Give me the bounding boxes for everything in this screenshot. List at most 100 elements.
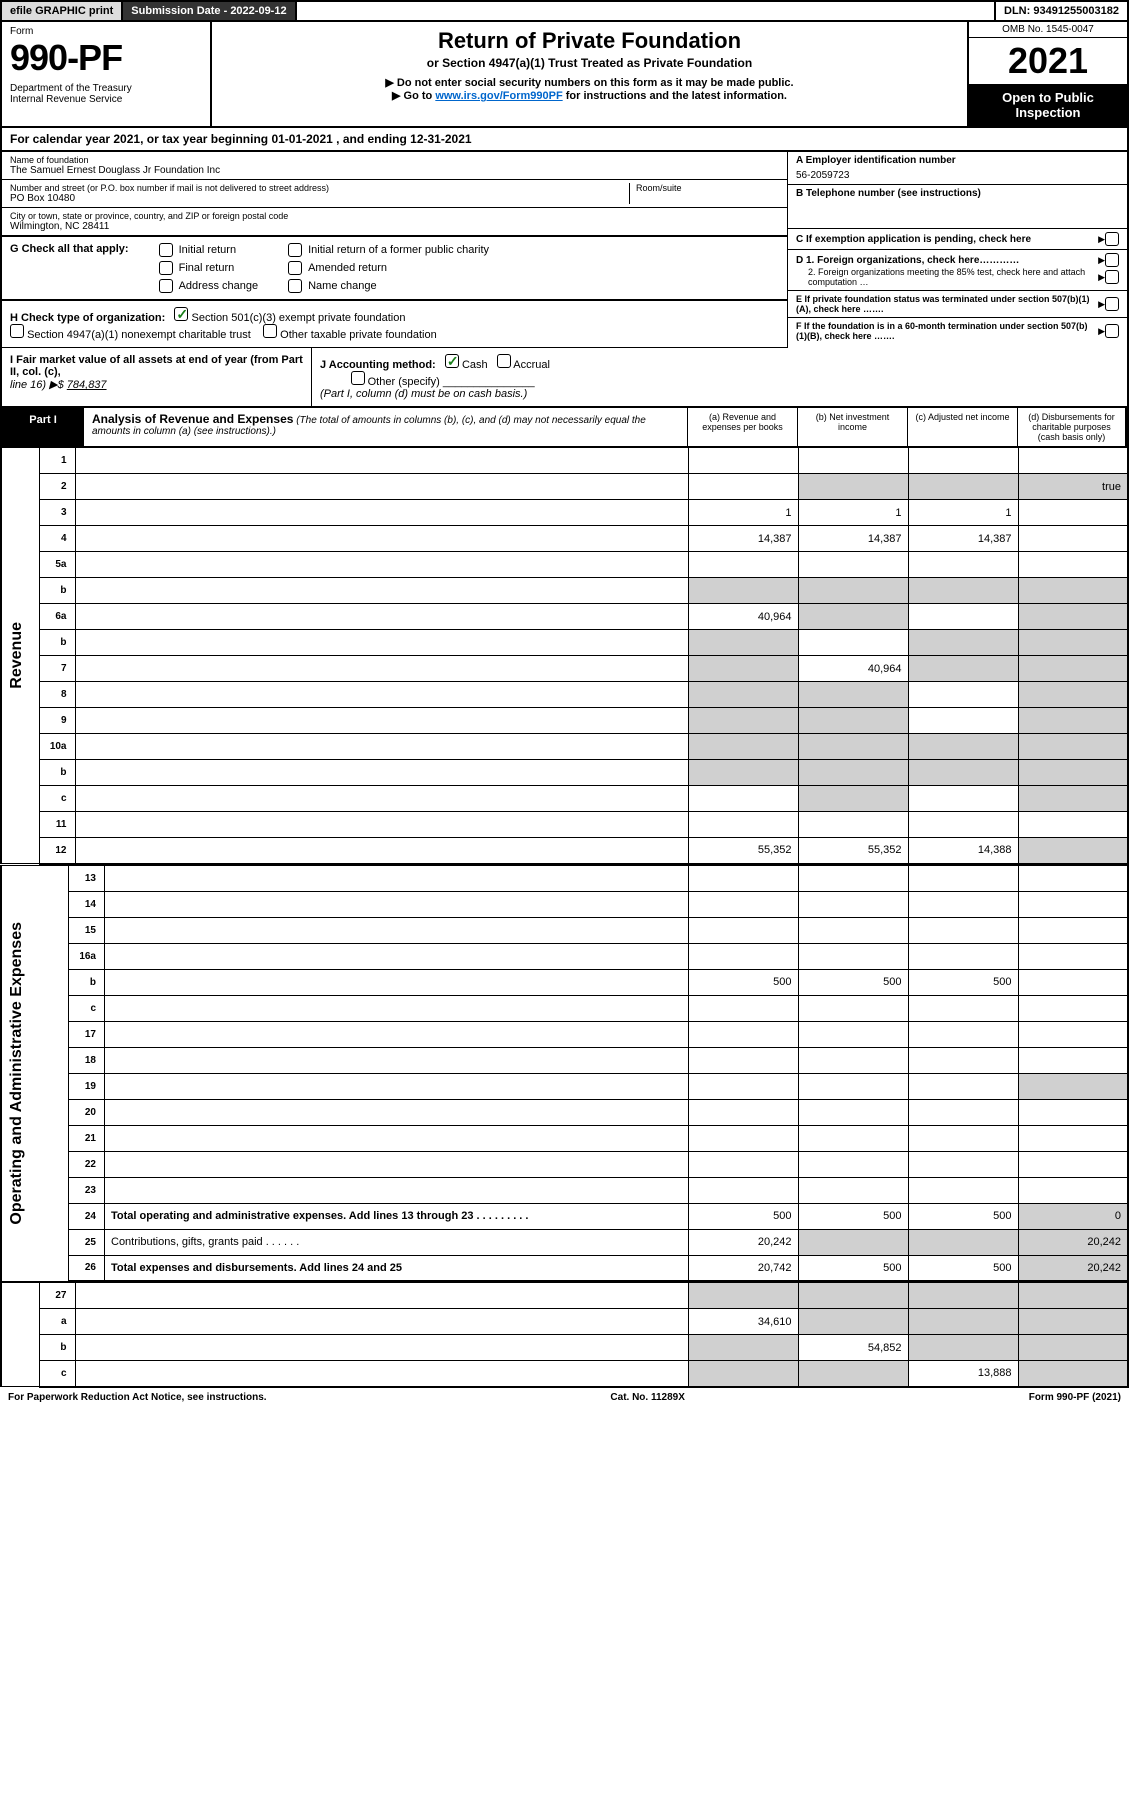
cell-col-d: true <box>1018 474 1128 500</box>
line-number: 2 <box>39 474 75 500</box>
omb-number: OMB No. 1545-0047 <box>969 22 1127 38</box>
line-number: 6a <box>39 604 75 630</box>
cell-col-b: 1 <box>798 500 908 526</box>
d2-label: 2. Foreign organizations meeting the 85%… <box>796 267 1098 287</box>
cell-col-d <box>1018 786 1128 812</box>
line-number: 14 <box>69 891 105 917</box>
cell-col-d <box>1018 917 1128 943</box>
cell-col-c <box>908 1335 1018 1361</box>
checkbox-e[interactable] <box>1105 297 1119 311</box>
cell-col-a <box>688 1361 798 1387</box>
checkbox-address[interactable] <box>159 279 173 293</box>
checkbox-other-taxable[interactable] <box>263 324 277 338</box>
checkbox-501c3[interactable] <box>174 307 188 321</box>
col-b-header: (b) Net investment income <box>797 408 907 446</box>
cell-col-a <box>688 682 798 708</box>
cell-col-c <box>908 760 1018 786</box>
checkbox-initial[interactable] <box>159 243 173 257</box>
j-note: (Part I, column (d) must be on cash basi… <box>320 388 527 400</box>
expenses-table: Operating and Administrative Expenses131… <box>0 865 1129 1283</box>
line-description <box>75 656 688 682</box>
checkbox-final[interactable] <box>159 261 173 275</box>
cell-col-a <box>688 943 798 969</box>
form-word: Form <box>10 26 202 37</box>
checkbox-cash[interactable] <box>445 354 459 368</box>
line-number: 16a <box>69 943 105 969</box>
checkbox-other-method[interactable] <box>351 371 365 385</box>
chk-501c3-label: Section 501(c)(3) exempt private foundat… <box>191 312 405 324</box>
irs-link[interactable]: www.irs.gov/Form990PF <box>435 90 562 102</box>
line-description <box>75 760 688 786</box>
checkbox-f[interactable] <box>1105 324 1119 338</box>
cell-col-d <box>1018 943 1128 969</box>
checkbox-4947[interactable] <box>10 324 24 338</box>
checkbox-initial-former[interactable] <box>288 243 302 257</box>
cell-col-c <box>908 1099 1018 1125</box>
checkbox-d1[interactable] <box>1105 253 1119 267</box>
cell-col-b <box>798 943 908 969</box>
phone-label: B Telephone number (see instructions) <box>796 188 1119 199</box>
cell-col-c: 14,387 <box>908 526 1018 552</box>
line-description <box>75 812 688 838</box>
chk-cash-label: Cash <box>462 359 488 371</box>
cell-col-a <box>688 1125 798 1151</box>
line-description <box>105 865 689 891</box>
cell-col-d <box>1018 500 1128 526</box>
checkbox-name-change[interactable] <box>288 279 302 293</box>
cell-col-c: 14,388 <box>908 838 1018 864</box>
cell-col-b <box>798 1047 908 1073</box>
chk-initial-former-label: Initial return of a former public charit… <box>308 244 489 256</box>
form-number: 990-PF <box>10 37 202 79</box>
checkbox-amended[interactable] <box>288 261 302 275</box>
chk-final-label: Final return <box>179 262 235 274</box>
cell-col-a <box>688 1099 798 1125</box>
cell-col-a <box>688 786 798 812</box>
cell-col-c: 1 <box>908 500 1018 526</box>
cell-col-a <box>688 656 798 682</box>
line-number: c <box>39 786 75 812</box>
cell-col-a <box>688 1073 798 1099</box>
part1-label: Part I <box>2 408 84 446</box>
cell-col-d: 20,242 <box>1018 1255 1128 1281</box>
cell-col-b <box>798 682 908 708</box>
line-number: 24 <box>69 1203 105 1229</box>
cell-col-b <box>798 1073 908 1099</box>
line-number: 8 <box>39 682 75 708</box>
line-number: 1 <box>39 448 75 474</box>
summary-table: 27a34,610b54,852c13,888 <box>0 1282 1129 1388</box>
line-description <box>105 1047 689 1073</box>
cell-col-d: 20,242 <box>1018 1229 1128 1255</box>
line-description <box>105 1021 689 1047</box>
cell-col-b <box>798 1151 908 1177</box>
checkbox-accrual[interactable] <box>497 354 511 368</box>
cell-col-a: 14,387 <box>688 526 798 552</box>
line-number: 10a <box>39 734 75 760</box>
cell-col-d <box>1018 891 1128 917</box>
checkbox-c[interactable] <box>1105 232 1119 246</box>
part1-header: Part I Analysis of Revenue and Expenses … <box>0 408 1129 447</box>
line-description <box>75 474 688 500</box>
line-description <box>75 448 688 474</box>
cell-col-b <box>798 1283 908 1309</box>
line-description <box>75 552 688 578</box>
cell-col-c <box>908 682 1018 708</box>
cell-col-c <box>908 865 1018 891</box>
checkbox-d2[interactable] <box>1105 270 1119 284</box>
cell-col-a <box>688 1283 798 1309</box>
cell-col-c <box>908 448 1018 474</box>
chk-address-label: Address change <box>179 280 259 292</box>
cell-col-a <box>688 1021 798 1047</box>
line-description <box>105 1125 689 1151</box>
cell-col-b <box>798 812 908 838</box>
cell-col-c: 13,888 <box>908 1361 1018 1387</box>
form-header: Form 990-PF Department of the Treasury I… <box>0 22 1129 128</box>
chk-name-change-label: Name change <box>308 280 377 292</box>
city-value: Wilmington, NC 28411 <box>10 221 779 232</box>
line-number: 26 <box>69 1255 105 1281</box>
cell-col-c <box>908 1177 1018 1203</box>
cell-col-c <box>908 1151 1018 1177</box>
cell-col-a <box>688 734 798 760</box>
cell-col-b <box>798 760 908 786</box>
cell-col-b <box>798 578 908 604</box>
cell-col-b: 40,964 <box>798 656 908 682</box>
